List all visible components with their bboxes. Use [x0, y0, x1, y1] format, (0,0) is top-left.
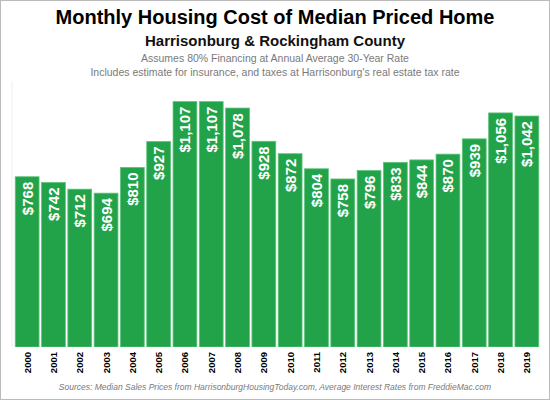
data-label: $810	[124, 172, 141, 205]
x-tick-label: 2015	[416, 351, 427, 373]
data-label: $928	[255, 146, 272, 179]
annotation: Assumes 80% Financing at Annual Average …	[141, 52, 409, 64]
bars	[15, 102, 539, 347]
x-tick-label: 2004	[127, 351, 138, 373]
data-label: $939	[466, 144, 483, 177]
source: Sources: Median Sales Prices from Harris…	[59, 382, 491, 392]
bar	[489, 113, 513, 347]
bar	[252, 141, 276, 347]
x-ticks: 2000 2001 2002 2003 2004 2005 2006 2007 2008 2009…	[22, 351, 533, 373]
x-tick-label: 2019	[521, 352, 532, 373]
x-tick-label: 2011	[311, 351, 322, 372]
x-tick-label: 2006	[179, 352, 190, 373]
bar	[226, 108, 250, 347]
subtitle: Harrisonburg & Rockingham County	[145, 32, 406, 49]
bar	[278, 154, 302, 347]
data-label: $712	[71, 194, 88, 227]
x-tick-label: 2003	[101, 352, 112, 373]
bar	[147, 142, 171, 347]
x-tick-label: 2013	[364, 352, 375, 373]
bar	[94, 193, 118, 347]
title: Monthly Housing Cost of Median Priced Ho…	[56, 6, 495, 28]
bar	[383, 162, 407, 347]
x-tick-label: 2008	[232, 352, 243, 373]
x-tick-label: 2009	[258, 352, 269, 373]
bar	[199, 102, 223, 347]
x-tick-label: 2001	[48, 351, 59, 373]
bar	[331, 179, 355, 347]
bar	[68, 189, 92, 347]
data-label: $758	[334, 184, 351, 217]
x-tick-label: 2012	[337, 352, 348, 373]
data-label: $742	[45, 188, 62, 221]
chart-svg: Monthly Housing Cost of Median Priced Ho…	[0, 0, 550, 400]
data-label: $804	[308, 173, 325, 207]
bar	[357, 171, 381, 347]
bar	[436, 154, 460, 347]
x-tick-label: 2014	[390, 351, 401, 373]
x-tick-label: 2016	[442, 352, 453, 373]
x-tick-label: 2007	[206, 352, 217, 373]
bar	[15, 177, 39, 347]
bar	[120, 167, 144, 347]
x-tick-label: 2017	[469, 352, 480, 373]
data-label: $1,107	[203, 107, 220, 153]
x-tick-label: 2018	[495, 352, 506, 373]
data-label: $1,107	[176, 107, 193, 153]
data-label: $833	[387, 167, 404, 200]
bar	[462, 139, 486, 347]
chart-container: Monthly Housing Cost of Median Priced Ho…	[0, 0, 550, 400]
x-tick-label: 2005	[153, 351, 164, 373]
annotation: Includes estimate for insurance, and tax…	[90, 66, 459, 78]
data-label: $927	[150, 147, 167, 180]
data-label: $870	[439, 159, 456, 192]
x-tick-label: 2002	[74, 352, 85, 373]
bar	[42, 183, 66, 347]
frame	[1, 1, 550, 400]
data-labels: $768 $742 $712 $694 $810 $927 $1,107 $1,107 $1,0…	[19, 107, 536, 232]
x-tick-label: 2010	[285, 352, 296, 373]
data-label: $694	[98, 198, 115, 232]
data-label: $796	[361, 176, 378, 209]
data-label: $768	[19, 182, 36, 215]
data-label: $872	[282, 159, 299, 192]
bar	[173, 102, 197, 347]
x-tick-label: 2000	[22, 352, 33, 373]
bar	[410, 160, 434, 347]
data-label: $1,056	[492, 118, 509, 164]
data-label: $1,078	[229, 113, 246, 159]
data-label: $844	[413, 164, 430, 198]
bar	[305, 169, 329, 347]
y-axis-line	[12, 81, 13, 347]
bar	[515, 116, 539, 347]
data-label: $1,042	[518, 121, 535, 167]
